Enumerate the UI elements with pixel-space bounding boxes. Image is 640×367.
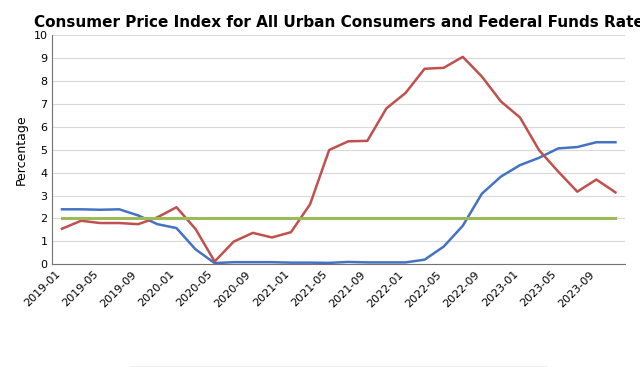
Inflation bbox=[268, 235, 276, 240]
Inflation bbox=[383, 106, 390, 110]
Federal Funds Rate bbox=[77, 207, 85, 211]
Federal Funds Rate bbox=[440, 244, 447, 249]
Y-axis label: Percentage: Percentage bbox=[15, 115, 28, 185]
Line: Inflation: Inflation bbox=[62, 57, 616, 262]
Inflation bbox=[402, 91, 410, 95]
Line: Federal Funds Rate: Federal Funds Rate bbox=[62, 142, 616, 263]
Federal Funds Rate bbox=[192, 247, 200, 251]
Federal Funds Rate bbox=[249, 260, 257, 264]
Inflation bbox=[96, 221, 104, 225]
Inflation bbox=[154, 215, 161, 219]
Inflation bbox=[77, 218, 85, 223]
Federal Funds Rate bbox=[134, 213, 142, 218]
Inflation bbox=[192, 227, 200, 231]
Inflation bbox=[440, 66, 447, 70]
Federal Funds Rate bbox=[612, 140, 620, 145]
Inflation bbox=[134, 222, 142, 226]
Federal Funds Rate bbox=[173, 226, 180, 230]
Inflation bbox=[287, 230, 295, 235]
Inflation bbox=[554, 169, 562, 174]
Federal Funds Rate bbox=[516, 163, 524, 167]
Federal Funds Rate bbox=[593, 140, 600, 145]
Federal Funds Rate bbox=[554, 146, 562, 150]
Federal Funds Rate bbox=[478, 192, 486, 196]
Federal Funds Rate bbox=[287, 261, 295, 265]
Inflation bbox=[173, 205, 180, 210]
Federal Funds Rate bbox=[306, 261, 314, 265]
Inflation bbox=[459, 55, 467, 59]
Federal Funds Rate bbox=[420, 258, 428, 262]
Federal Funds Rate bbox=[230, 260, 237, 264]
Federal Funds Rate bbox=[344, 260, 352, 264]
Federal Funds Rate bbox=[535, 156, 543, 160]
Inflation bbox=[593, 177, 600, 182]
Inflation bbox=[249, 231, 257, 235]
Inflation bbox=[364, 139, 371, 143]
Federal Funds Rate bbox=[364, 260, 371, 265]
Federal Funds Rate bbox=[115, 207, 123, 211]
Inflation bbox=[497, 99, 505, 104]
Inflation bbox=[211, 259, 218, 264]
Inflation bbox=[516, 115, 524, 120]
Inflation bbox=[612, 190, 620, 195]
Federal Funds Rate bbox=[573, 145, 581, 149]
Federal Funds Rate bbox=[268, 260, 276, 264]
Inflation bbox=[478, 75, 486, 79]
Federal Funds Rate bbox=[325, 261, 333, 265]
Inflation bbox=[58, 226, 66, 231]
Federal Funds Rate bbox=[154, 222, 161, 226]
Inflation bbox=[344, 139, 352, 143]
Inflation bbox=[573, 189, 581, 194]
Federal Funds Rate bbox=[211, 261, 218, 265]
Federal Funds Rate bbox=[497, 174, 505, 179]
Inflation bbox=[325, 148, 333, 152]
Inflation bbox=[230, 239, 237, 244]
Inflation bbox=[115, 221, 123, 225]
Federal Funds Rate bbox=[383, 260, 390, 265]
Federal Funds Rate bbox=[58, 207, 66, 211]
Federal Funds Rate bbox=[96, 208, 104, 212]
Inflation bbox=[420, 66, 428, 71]
Federal Funds Rate bbox=[402, 260, 410, 265]
Title: Consumer Price Index for All Urban Consumers and Federal Funds Rate: Consumer Price Index for All Urban Consu… bbox=[34, 15, 640, 30]
Federal Funds Rate bbox=[459, 224, 467, 228]
Inflation bbox=[535, 148, 543, 152]
Inflation bbox=[306, 202, 314, 207]
